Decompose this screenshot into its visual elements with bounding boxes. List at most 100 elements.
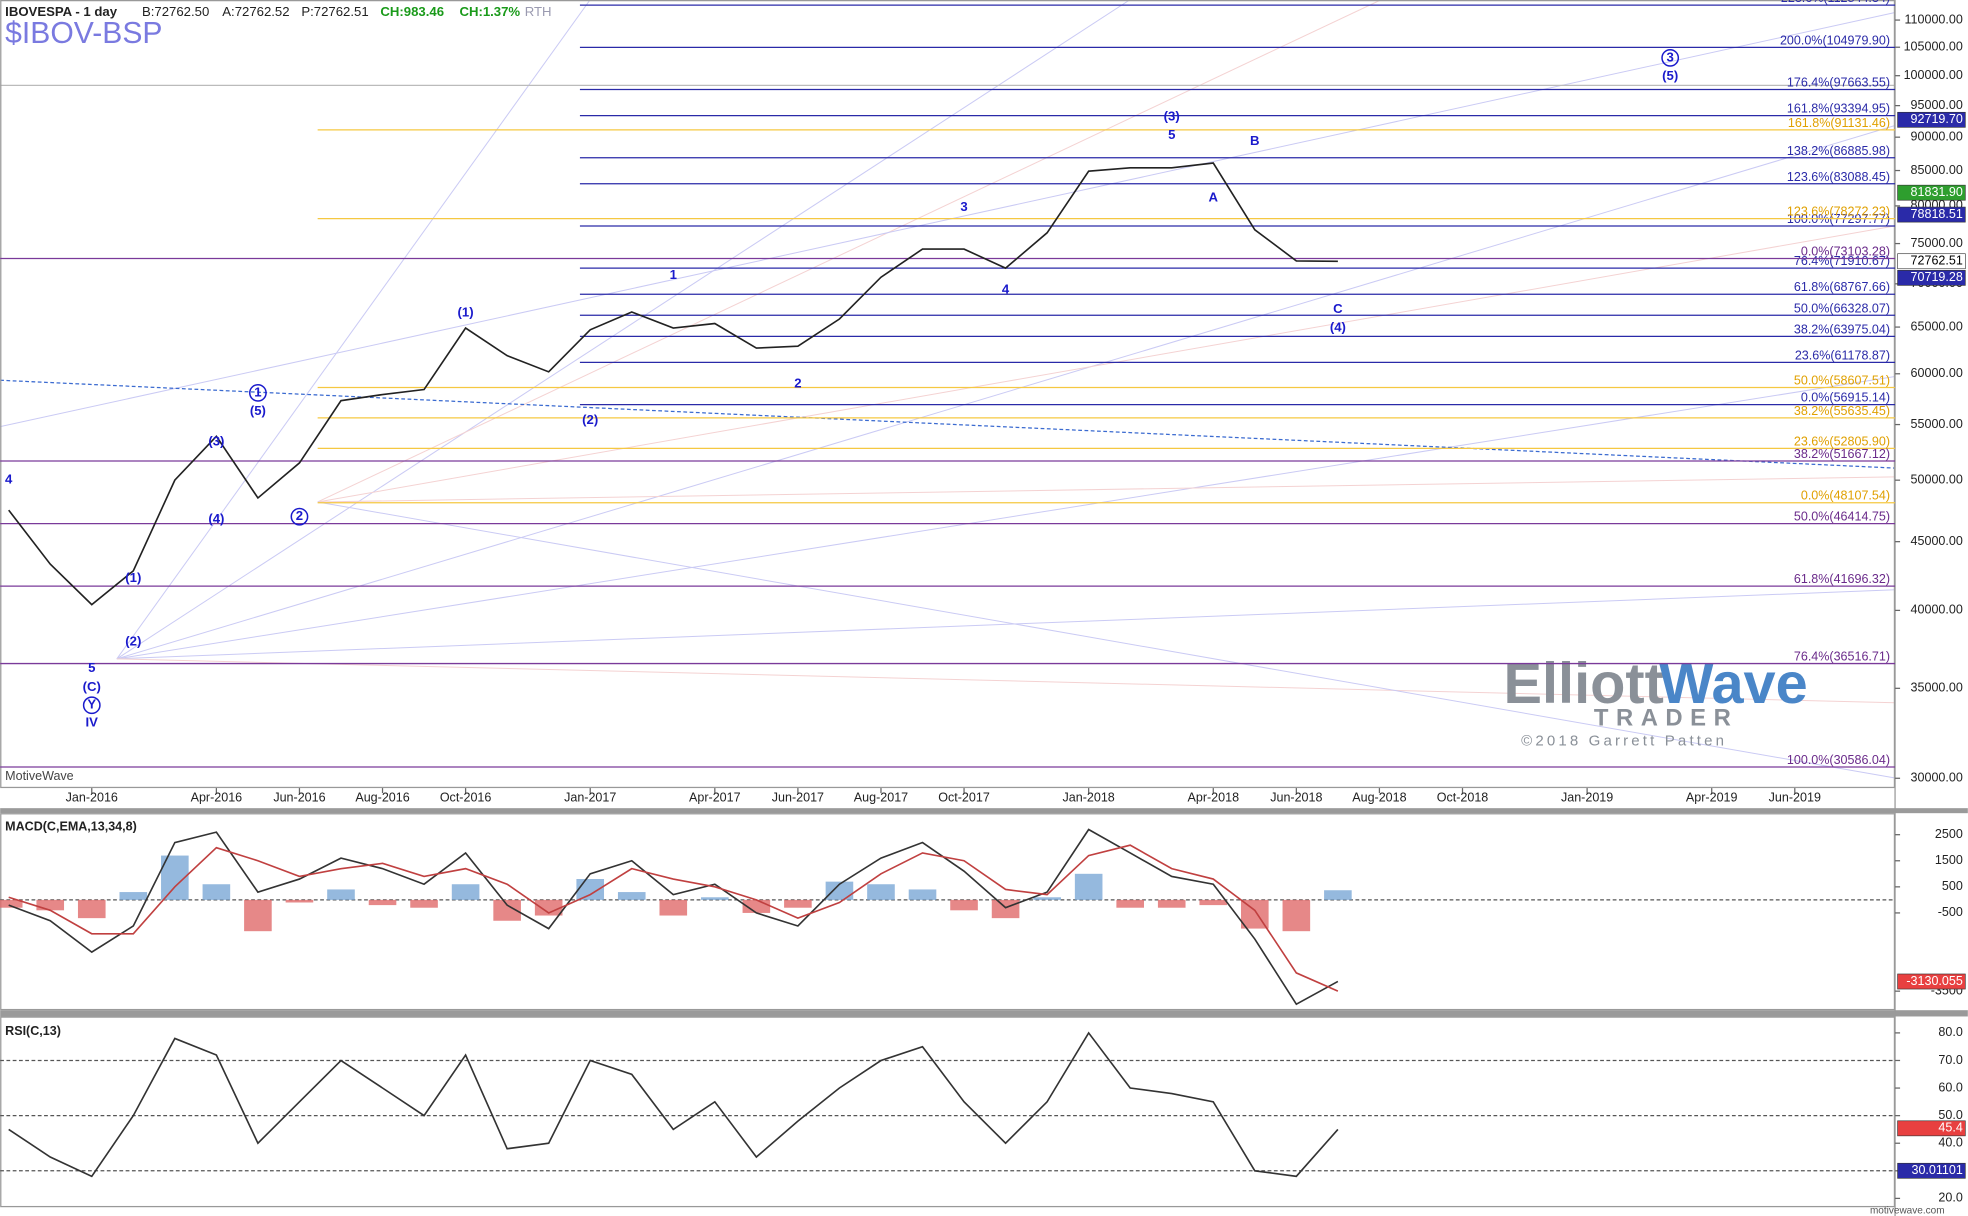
wave-circle <box>82 696 101 715</box>
y-tick-label: 50000.00 <box>1911 472 1963 486</box>
change: CH:983.46 <box>380 4 444 19</box>
wave-label: 2 <box>296 508 303 523</box>
price-tag <box>1897 270 1966 286</box>
histogram-bar <box>0 899 23 908</box>
price-tag <box>1897 973 1966 990</box>
fib-level-label: 0.0%(56915.14) <box>1801 391 1890 405</box>
histogram-bar <box>867 884 895 900</box>
y-tick-label: 55000.00 <box>1911 417 1963 431</box>
histogram-bar <box>493 899 521 921</box>
platform: MotiveWave <box>5 769 74 783</box>
symbol: IBOVESPA - 1 day <box>5 4 118 19</box>
y-tick-label: -500 <box>1938 905 1963 919</box>
x-tick-label: Apr-2017 <box>689 790 741 804</box>
price-tag <box>1897 111 1966 128</box>
y-tick-label: 20.0 <box>1938 1191 1962 1205</box>
watermark-brand: Elliott <box>1504 652 1664 716</box>
y-tick-label: 95000.00 <box>1911 98 1963 112</box>
last-price: P:72762.51 <box>301 4 368 19</box>
fib-level-label: 23.6%(61178.87) <box>1795 348 1890 362</box>
fib-level-label: 76.4%(36516.71) <box>1794 650 1890 664</box>
x-tick-label: Aug-2017 <box>854 790 908 804</box>
histogram-bar <box>950 899 978 911</box>
fib-level-label: 0.0%(73103.28) <box>1801 245 1890 259</box>
x-tick-label: Oct-2018 <box>1437 790 1489 804</box>
watermark-brand: Wave <box>1659 652 1808 716</box>
y-tick-label: 60000.00 <box>1911 366 1963 380</box>
price-tag <box>1897 1120 1966 1137</box>
histogram-bar <box>244 899 272 932</box>
watermark: Elliott Wave TRADER ©2018 Garrett Patten <box>1504 652 1808 750</box>
wave-label: IV <box>86 714 99 729</box>
price-tag <box>1897 206 1966 223</box>
y-tick-label: 35000.00 <box>1911 681 1963 695</box>
wave-label: Y <box>87 697 96 712</box>
histogram-bar <box>991 899 1020 919</box>
series-line <box>8 844 1339 992</box>
histogram-bar <box>1282 899 1311 932</box>
y-tick-label: 65000.00 <box>1911 319 1963 333</box>
wave-label: (2) <box>582 412 598 427</box>
fib-level-label: 38.2%(63975.04) <box>1794 322 1890 336</box>
wave-circle <box>1661 48 1680 67</box>
y-tick-label: 40.0 <box>1938 1136 1962 1150</box>
wave-label: (4) <box>1330 319 1346 334</box>
pane-title: MACD(C,EMA,13,34,8) <box>5 819 137 833</box>
price-tag-label: 81831.90 <box>1911 185 1963 199</box>
fib-level-label: 61.8%(41696.32) <box>1794 572 1890 586</box>
histogram-bar <box>1157 899 1186 908</box>
fib-level-label: 161.8%(91131.46) <box>1788 116 1890 130</box>
series-line <box>8 162 1338 606</box>
histogram-bar <box>77 899 106 919</box>
wave-label: 4 <box>1002 282 1010 297</box>
histogram-bar <box>327 889 355 900</box>
fib-level-label: 123.6%(78272.23) <box>1787 205 1890 219</box>
wave-label: B <box>1250 133 1260 148</box>
y-tick-label: 1500 <box>1935 853 1963 867</box>
fib-level-label: 176.4%(97663.55) <box>1787 76 1890 90</box>
fib-level-label: 100.0%(30586.04) <box>1787 753 1890 767</box>
y-tick-label: 90000.00 <box>1911 129 1963 143</box>
fib-level-label: 61.8%(68767.66) <box>1794 280 1890 294</box>
fan-lines <box>0 0 1896 779</box>
x-tick-label: Jan-2016 <box>66 790 118 804</box>
fib-level-label: 223.6%(112844.34) <box>1781 0 1890 5</box>
wave-label: 3 <box>960 199 967 214</box>
y-tick-label: 45000.00 <box>1911 534 1963 548</box>
price-tag-label: 92719.70 <box>1911 112 1963 126</box>
wave-circle <box>290 507 309 526</box>
wave-label: 3 <box>1667 49 1674 64</box>
histogram-bar <box>534 899 563 916</box>
y-tick-label: 50.0 <box>1938 1108 1962 1122</box>
histogram-bar <box>36 899 65 911</box>
wave-label: 5 <box>1168 127 1175 142</box>
price-tag <box>1897 184 1966 201</box>
x-tick-label: Jan-2017 <box>564 790 616 804</box>
wave-label: (C) <box>83 679 101 694</box>
histogram-bar <box>908 889 937 900</box>
y-tick-label: 60.0 <box>1938 1080 1962 1094</box>
x-tick-label: Jan-2019 <box>1561 790 1613 804</box>
watermark-brand: TRADER <box>1594 704 1738 731</box>
price-tag-label: 70719.28 <box>1911 270 1963 284</box>
histogram-bar <box>410 899 438 908</box>
wave-label: (3) <box>1164 108 1180 123</box>
x-tick-label: Jun-2018 <box>1270 790 1322 804</box>
ask: A:72762.52 <box>222 4 289 19</box>
wave-label: 2 <box>794 376 801 391</box>
wave-label: (5) <box>250 403 266 418</box>
fib-level-label: 200.0%(104979.90) <box>1780 33 1890 47</box>
price-tag-label: 45.4 <box>1938 1121 1962 1135</box>
bid: B:72762.50 <box>142 4 209 19</box>
histogram-bar <box>1324 890 1352 900</box>
histogram-bar <box>119 892 148 900</box>
price-tag-label: 72762.51 <box>1911 254 1963 268</box>
histogram-bar <box>285 899 314 903</box>
wave-label: 5 <box>88 660 95 675</box>
x-tick-label: Apr-2016 <box>191 790 243 804</box>
y-tick-label: 2500 <box>1935 827 1963 841</box>
wave-label: (1) <box>458 305 474 320</box>
watermark-copyright: ©2018 Garrett Patten <box>1521 733 1727 750</box>
histogram-bar <box>1074 873 1103 900</box>
